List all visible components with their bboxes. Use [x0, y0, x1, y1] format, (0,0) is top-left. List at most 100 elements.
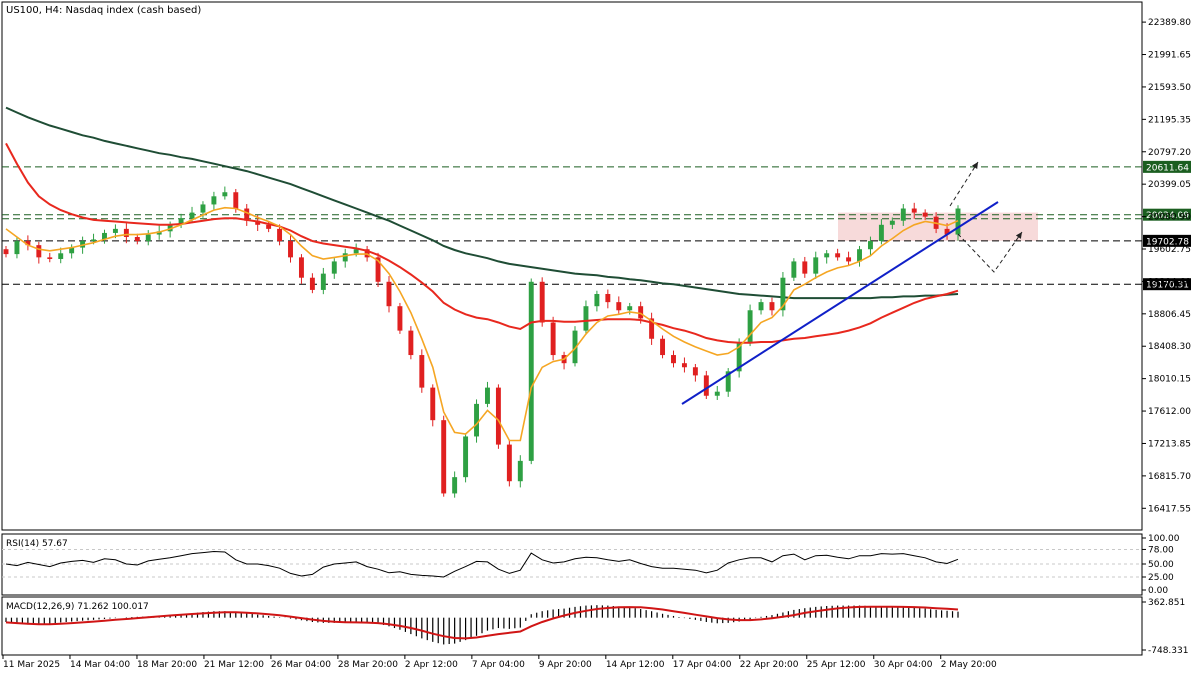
candle-body [703, 375, 709, 396]
time-tick-label: 22 Apr 20:00 [740, 660, 799, 670]
main-panel-frame [1, 1, 1143, 531]
candle-body [474, 403, 479, 437]
candle-body [857, 249, 862, 262]
price-tick-label: 21195.35 [1148, 115, 1191, 125]
candle-body [758, 302, 764, 311]
candle-body [134, 237, 140, 242]
time-tick-label: 21 Mar 12:00 [204, 660, 264, 670]
price-tick-label: 19204.60 [1148, 277, 1191, 287]
candle-body [298, 257, 304, 278]
macd-label: MACD(12,26,9) 71.262 100.017 [6, 602, 149, 612]
candle-body [288, 241, 293, 258]
price-axis: 22389.80 21991.65 21593.50 21195.35 20797.20… [1142, 18, 1191, 514]
price-tick-label: 18010.15 [1148, 375, 1191, 385]
time-tick-label: 28 Mar 20:00 [338, 660, 398, 670]
macd-panel-frame [1, 596, 1143, 656]
candle-body [572, 330, 578, 364]
rsi-label: RSI(14) 57.67 [6, 539, 68, 549]
candle-body [824, 253, 830, 258]
price-tick-label: 16815.70 [1148, 472, 1191, 482]
candle-body [408, 330, 414, 356]
time-tick-label: 7 Apr 04:00 [472, 660, 525, 670]
price-tick-label: 20797.20 [1148, 148, 1191, 158]
ema-slow-line [5, 106, 959, 300]
candle-body [375, 257, 381, 282]
candle-body [397, 306, 403, 331]
time-tick-label: 14 Mar 04:00 [70, 660, 130, 670]
candle-body [452, 477, 458, 494]
candle-body [419, 355, 425, 388]
price-tick-label: 21593.50 [1148, 83, 1191, 93]
level-badge [1143, 160, 1191, 173]
candle-body [769, 302, 775, 311]
time-tick-label: 17 Apr 04:00 [673, 660, 732, 670]
candle-body [605, 293, 611, 303]
candle-body [255, 220, 261, 225]
candle-body [123, 228, 129, 238]
level-badge [1143, 234, 1191, 247]
candle-body [69, 247, 75, 254]
moving-averages-layer [5, 142, 959, 442]
time-tick-label: 18 Mar 20:00 [137, 660, 197, 670]
candle-body [780, 277, 786, 311]
candle-body [463, 436, 469, 478]
candle-body [649, 318, 655, 339]
candle-body [244, 208, 250, 221]
candle-body [47, 257, 53, 259]
level-badge [1143, 208, 1191, 221]
level-label: 20611.64 [1146, 163, 1189, 173]
candle-body [200, 204, 206, 213]
candle-body [102, 232, 107, 240]
candle-body [441, 420, 447, 494]
time-tick-label: 25 Apr 12:00 [807, 660, 866, 670]
candle-body [616, 302, 622, 311]
candle-body [222, 192, 228, 197]
time-tick-label: 30 Apr 04:00 [874, 660, 933, 670]
price-tick-label: 16417.55 [1148, 504, 1191, 514]
candle-body [386, 281, 392, 307]
level-label: 20024.09 [1146, 211, 1189, 221]
candle-body [867, 241, 873, 250]
candle-body [211, 196, 217, 205]
candle-body [342, 253, 348, 262]
candle-body [14, 241, 20, 255]
ema-fast-line [5, 206, 959, 442]
candle-body [3, 249, 9, 255]
price-tick-label: 22389.80 [1148, 18, 1191, 28]
candle-body [517, 460, 523, 482]
projection-arrow-down-up [957, 231, 1023, 273]
candle-body [802, 261, 808, 274]
projection-arrow-up [949, 161, 979, 207]
annotations-layer [681, 161, 1023, 405]
candle-body [189, 212, 195, 219]
macd-signal-line [5, 605, 959, 640]
price-tick-label: 17612.00 [1148, 407, 1191, 417]
candle-body [714, 391, 720, 396]
candle-body [364, 249, 370, 258]
candle-body [638, 306, 644, 319]
candle-body [922, 212, 928, 217]
horizontal-levels: 20611.64 20024.09 19702.78 19170.31 [2, 160, 1191, 291]
candle-body [594, 293, 600, 307]
slow-ma-layer [5, 106, 959, 300]
main-price-panel [1, 1, 1143, 531]
candle-body [430, 387, 436, 421]
candle-body [681, 363, 687, 368]
level-badge [1143, 278, 1191, 291]
price-tick-label: 21991.65 [1148, 51, 1191, 61]
time-tick-label: 26 Mar 04:00 [271, 660, 331, 670]
rsi-tick-label: 0.00 [1148, 586, 1168, 596]
candle-body [25, 241, 31, 246]
trendline [681, 201, 999, 405]
candle-body [736, 342, 742, 372]
candle-body [846, 257, 852, 262]
price-tick-label: 17213.85 [1148, 439, 1191, 449]
time-tick-label: 9 Apr 20:00 [539, 660, 592, 670]
candle-body [539, 281, 545, 323]
rsi-tick-label: 25.00 [1148, 573, 1174, 583]
candle-body [692, 367, 698, 376]
candle-body [233, 192, 239, 209]
candle-body [835, 253, 841, 258]
